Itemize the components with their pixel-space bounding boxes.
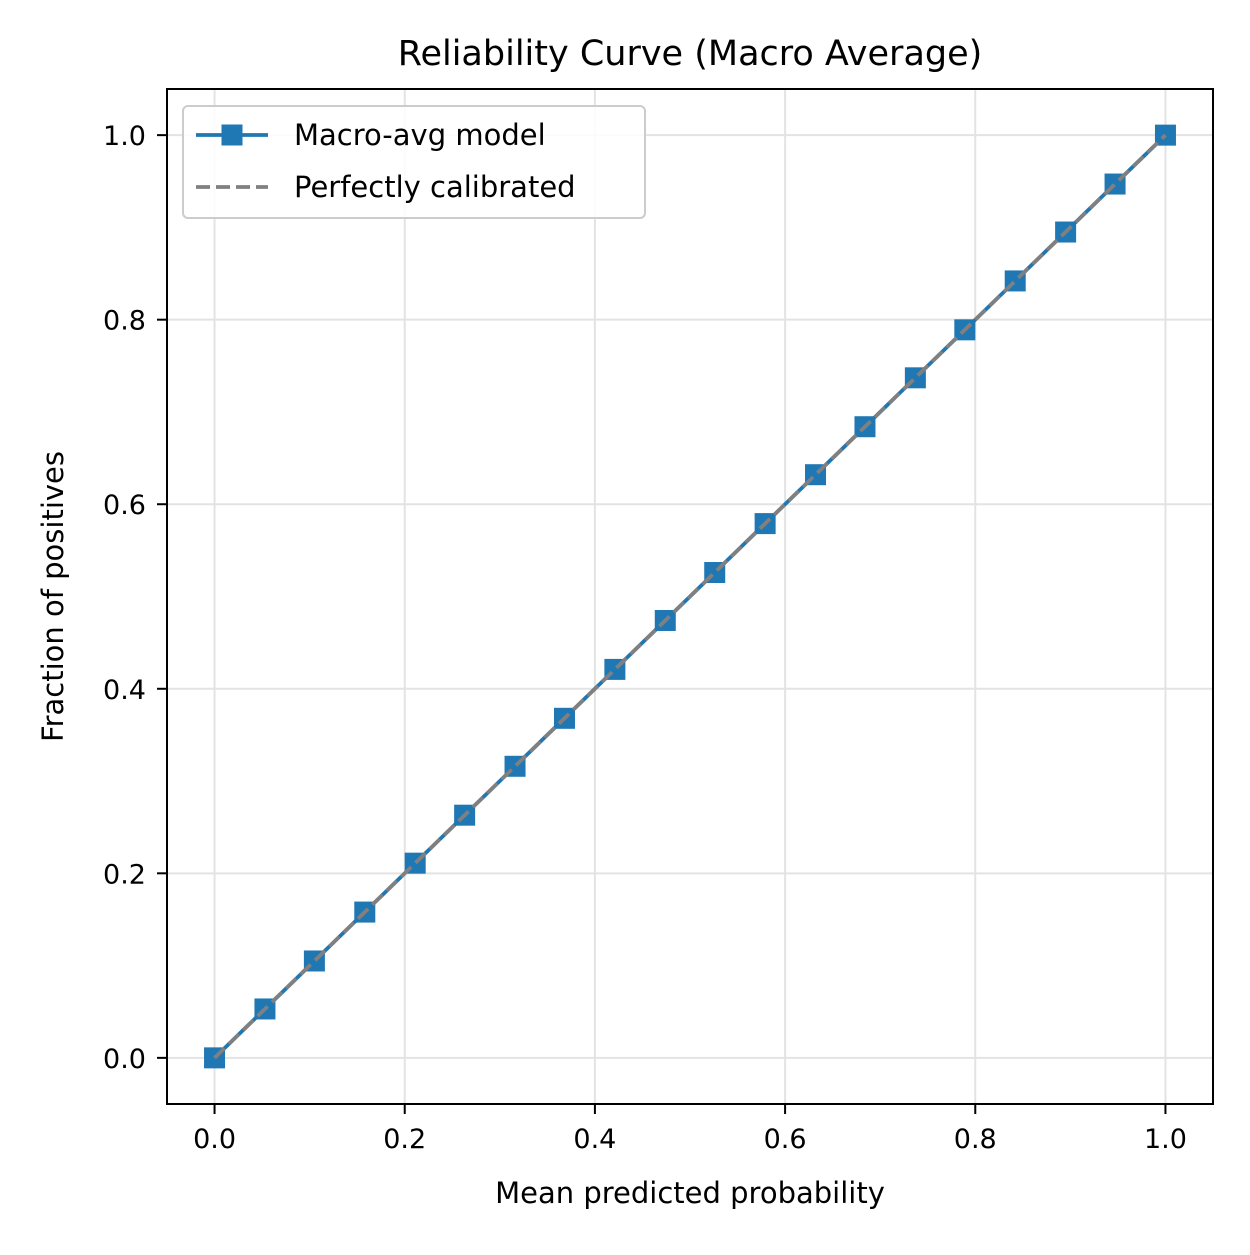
x-tick-label: 0.6	[764, 1124, 807, 1155]
y-tick-label: 1.0	[103, 121, 146, 152]
y-tick-label: 0.6	[103, 490, 146, 521]
legend-entry-label: Perfectly calibrated	[294, 170, 576, 204]
grid-layer	[167, 89, 1213, 1104]
series-layer	[204, 124, 1176, 1069]
perfect-calibration-line	[213, 133, 1167, 1060]
x-tick-label: 0.0	[193, 1124, 236, 1155]
axes-frame	[166, 88, 1214, 1105]
x-tick-label: 0.8	[954, 1124, 997, 1155]
y-axis-label: Fraction of positives	[36, 451, 70, 742]
tick-layer: 0.0 0.2 0.4 0.6 0.8 1.0 0.0 0.2 0.4 0.6 0.8 1.0	[103, 121, 1187, 1155]
x-tick-label: 0.2	[383, 1124, 426, 1155]
y-tick-label: 0.2	[103, 859, 146, 890]
chart-title: Reliability Curve (Macro Average)	[398, 34, 983, 74]
legend-box	[182, 105, 646, 219]
legend: Macro-avg model Perfectly calibrated	[182, 105, 646, 219]
y-tick-label: 0.0	[103, 1044, 146, 1075]
legend-entry-label: Macro-avg model	[294, 118, 546, 152]
y-tick-label: 0.8	[103, 306, 146, 337]
x-tick-label: 0.4	[573, 1124, 616, 1155]
legend-marker-swatch	[221, 124, 243, 146]
x-axis-label: Mean predicted probability	[495, 1176, 885, 1210]
y-tick-label: 0.4	[103, 675, 146, 706]
x-tick-label: 1.0	[1144, 1124, 1187, 1155]
